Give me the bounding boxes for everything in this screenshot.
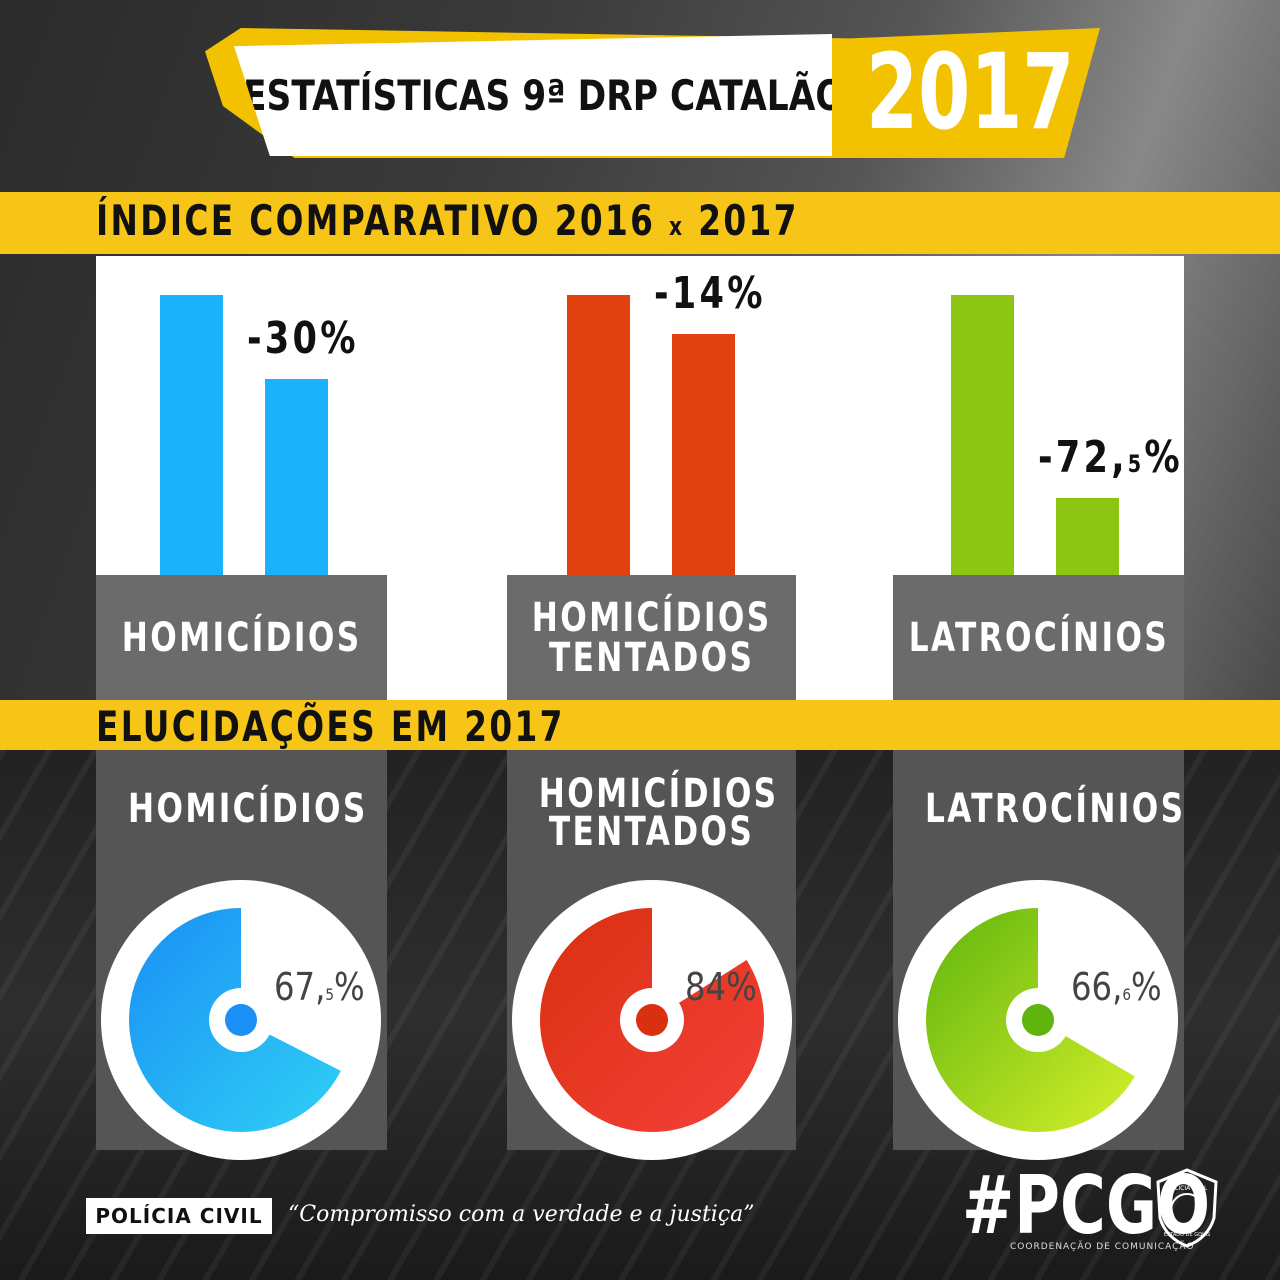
donut-value-label: 67,5% [274,965,365,1009]
title-year: 2017 [866,31,1075,153]
data-label-unit: % [726,965,757,1009]
donut-svg [512,880,792,1160]
data-label-unit: % [727,268,766,320]
category-box-tentados: HOMICÍDIOS TENTADOS [507,575,796,700]
donut-value-label: 84% [685,965,757,1009]
data-label-decimal: 5 [1127,450,1145,478]
data-label-decimal: 6 [1122,985,1132,1004]
title-box: ESTATÍSTICAS 9ª DRP CATALÃO [234,34,832,156]
section-title-comparativo: ÍNDICE COMPARATIVO 2016 x 2017 [96,196,799,245]
bar-data-label-latrocinios: -72,5% [1038,432,1183,483]
data-label-main: 66, [1071,965,1123,1009]
elucidation-label-tentados: HOMICÍDIOS TENTADOS [538,771,779,855]
donut-center-dot [225,1004,257,1036]
elucidation-label-latrocinios: LATROCÍNIOS [925,786,1186,832]
bar-tentados-first [567,295,630,575]
data-label-main: -72, [1038,432,1128,483]
donut-latrocinios: 66,6% [893,875,1183,1165]
section-title-x: x [669,212,685,242]
bar-latrocinios-first [951,295,1014,575]
bar-tentados-second [672,334,735,575]
category-label: LATROCÍNIOS [908,614,1169,661]
donut-svg [898,880,1178,1160]
bar-latrocinios-second [1056,498,1119,575]
data-label-unit: % [1131,965,1162,1009]
data-label-main: -30 [247,313,321,364]
pcgo-subtitle: COORDENAÇÃO DE COMUNICAÇÃO [1010,1242,1195,1252]
footer-org-badge: POLÍCIA CIVIL [86,1198,272,1234]
police-badge-icon: POLÍCIA CIVIL ESTADO DE GOIÁS [1156,1168,1218,1248]
elucidation-label-homicidios: HOMICÍDIOS [128,786,368,832]
donut-center-dot [1022,1004,1054,1036]
category-label: HOMICÍDIOS TENTADOS [531,594,772,681]
section-band-elucidacoes: ELUCIDAÇÕES EM 2017 [0,700,1280,751]
data-label-unit: % [320,313,359,364]
donut-tentados: 84% [507,875,797,1165]
bar-homicidios-second [265,379,328,575]
footer-slogan: “Compromisso com a verdade e a justiça” [288,1202,755,1227]
section-title-prefix: ÍNDICE COMPARATIVO 2016 [96,196,670,245]
data-label-main: -14 [654,268,728,320]
donut-homicidios: 67,5% [96,875,386,1165]
donut-center-dot [636,1004,668,1036]
bar-data-label-tentados: -14% [654,268,766,319]
data-label-unit: % [334,965,365,1009]
category-label: HOMICÍDIOS [121,614,362,661]
bar-data-label-homicidios: -30% [247,313,359,364]
page-title: ESTATÍSTICAS 9ª DRP CATALÃO [243,70,845,120]
data-label-main: 84 [685,965,727,1009]
bar-homicidios-first [160,295,223,575]
data-label-decimal: 5 [325,985,335,1004]
category-box-homicidios: HOMICÍDIOS [96,575,387,700]
section-title-suffix: 2017 [684,196,799,245]
section-title-elucidacoes: ELUCIDAÇÕES EM 2017 [96,702,565,751]
section-band-comparativo: ÍNDICE COMPARATIVO 2016 x 2017 [0,192,1280,254]
donut-svg [101,880,381,1160]
badge-top-text: POLÍCIA CIVIL [1167,1185,1208,1192]
data-label-main: 67, [274,965,326,1009]
badge-bottom-text: ESTADO DE GOIÁS [1164,1231,1210,1238]
donut-value-label: 66,6% [1071,965,1162,1009]
category-box-latrocinios: LATROCÍNIOS [893,575,1184,700]
data-label-unit: % [1144,432,1183,483]
